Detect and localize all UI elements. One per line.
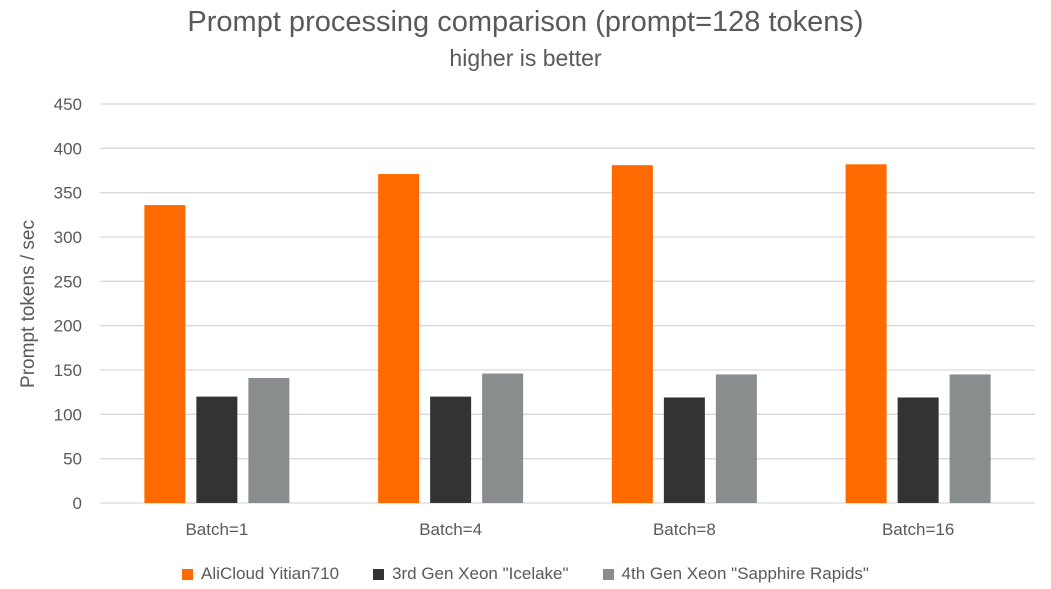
y-tick-label: 350 <box>54 184 82 203</box>
x-tick-label: Batch=1 <box>185 520 248 539</box>
bar-sapphire-rapids <box>248 377 290 503</box>
x-tick-label: Batch=16 <box>882 520 954 539</box>
legend-swatch <box>182 568 194 580</box>
x-tick-label: Batch=8 <box>653 520 716 539</box>
legend: AliCloud Yitian710 3rd Gen Xeon "Icelake… <box>0 564 1051 584</box>
legend-item-icelake: 3rd Gen Xeon "Icelake" <box>373 564 569 584</box>
bar-sapphire-rapids <box>715 374 757 503</box>
legend-item-sapphire-rapids: 4th Gen Xeon "Sapphire Rapids" <box>602 564 869 584</box>
chart-title: Prompt processing comparison (prompt=128… <box>187 6 864 38</box>
y-tick-label: 50 <box>63 450 82 469</box>
bar-icelake <box>897 397 939 503</box>
y-tick-label: 400 <box>54 139 82 158</box>
y-axis-label: Prompt tokens / sec <box>18 220 39 388</box>
bar-yitian <box>144 205 186 503</box>
bar-icelake <box>430 396 472 503</box>
bar-chart: 0 50 100 150 200 250 300 350 400 450 Prompt tokens… <box>18 95 1035 539</box>
y-tick-label: 250 <box>54 272 82 291</box>
bar-icelake <box>663 397 705 503</box>
y-tick-label: 150 <box>54 361 82 380</box>
legend-item-yitian: AliCloud Yitian710 <box>182 564 339 584</box>
legend-label: AliCloud Yitian710 <box>201 564 340 583</box>
chart-subtitle: higher is better <box>449 45 602 71</box>
bar-yitian <box>845 164 887 503</box>
legend-label: 4th Gen Xeon "Sapphire Rapids" <box>621 564 869 583</box>
bar-yitian <box>378 174 420 503</box>
legend-swatch <box>602 568 614 580</box>
legend-label: 3rd Gen Xeon "Icelake" <box>392 564 569 583</box>
bar-icelake <box>196 396 238 503</box>
y-tick-label: 300 <box>54 228 82 247</box>
y-tick-label: 450 <box>54 95 82 114</box>
x-tick-label: Batch=4 <box>419 520 482 539</box>
bar-sapphire-rapids <box>949 374 991 503</box>
y-tick-label: 0 <box>73 494 82 513</box>
bar-sapphire-rapids <box>482 373 524 503</box>
y-tick-label: 100 <box>54 405 82 424</box>
bar-yitian <box>611 165 653 503</box>
y-tick-label: 200 <box>54 317 82 336</box>
legend-swatch <box>373 568 385 580</box>
